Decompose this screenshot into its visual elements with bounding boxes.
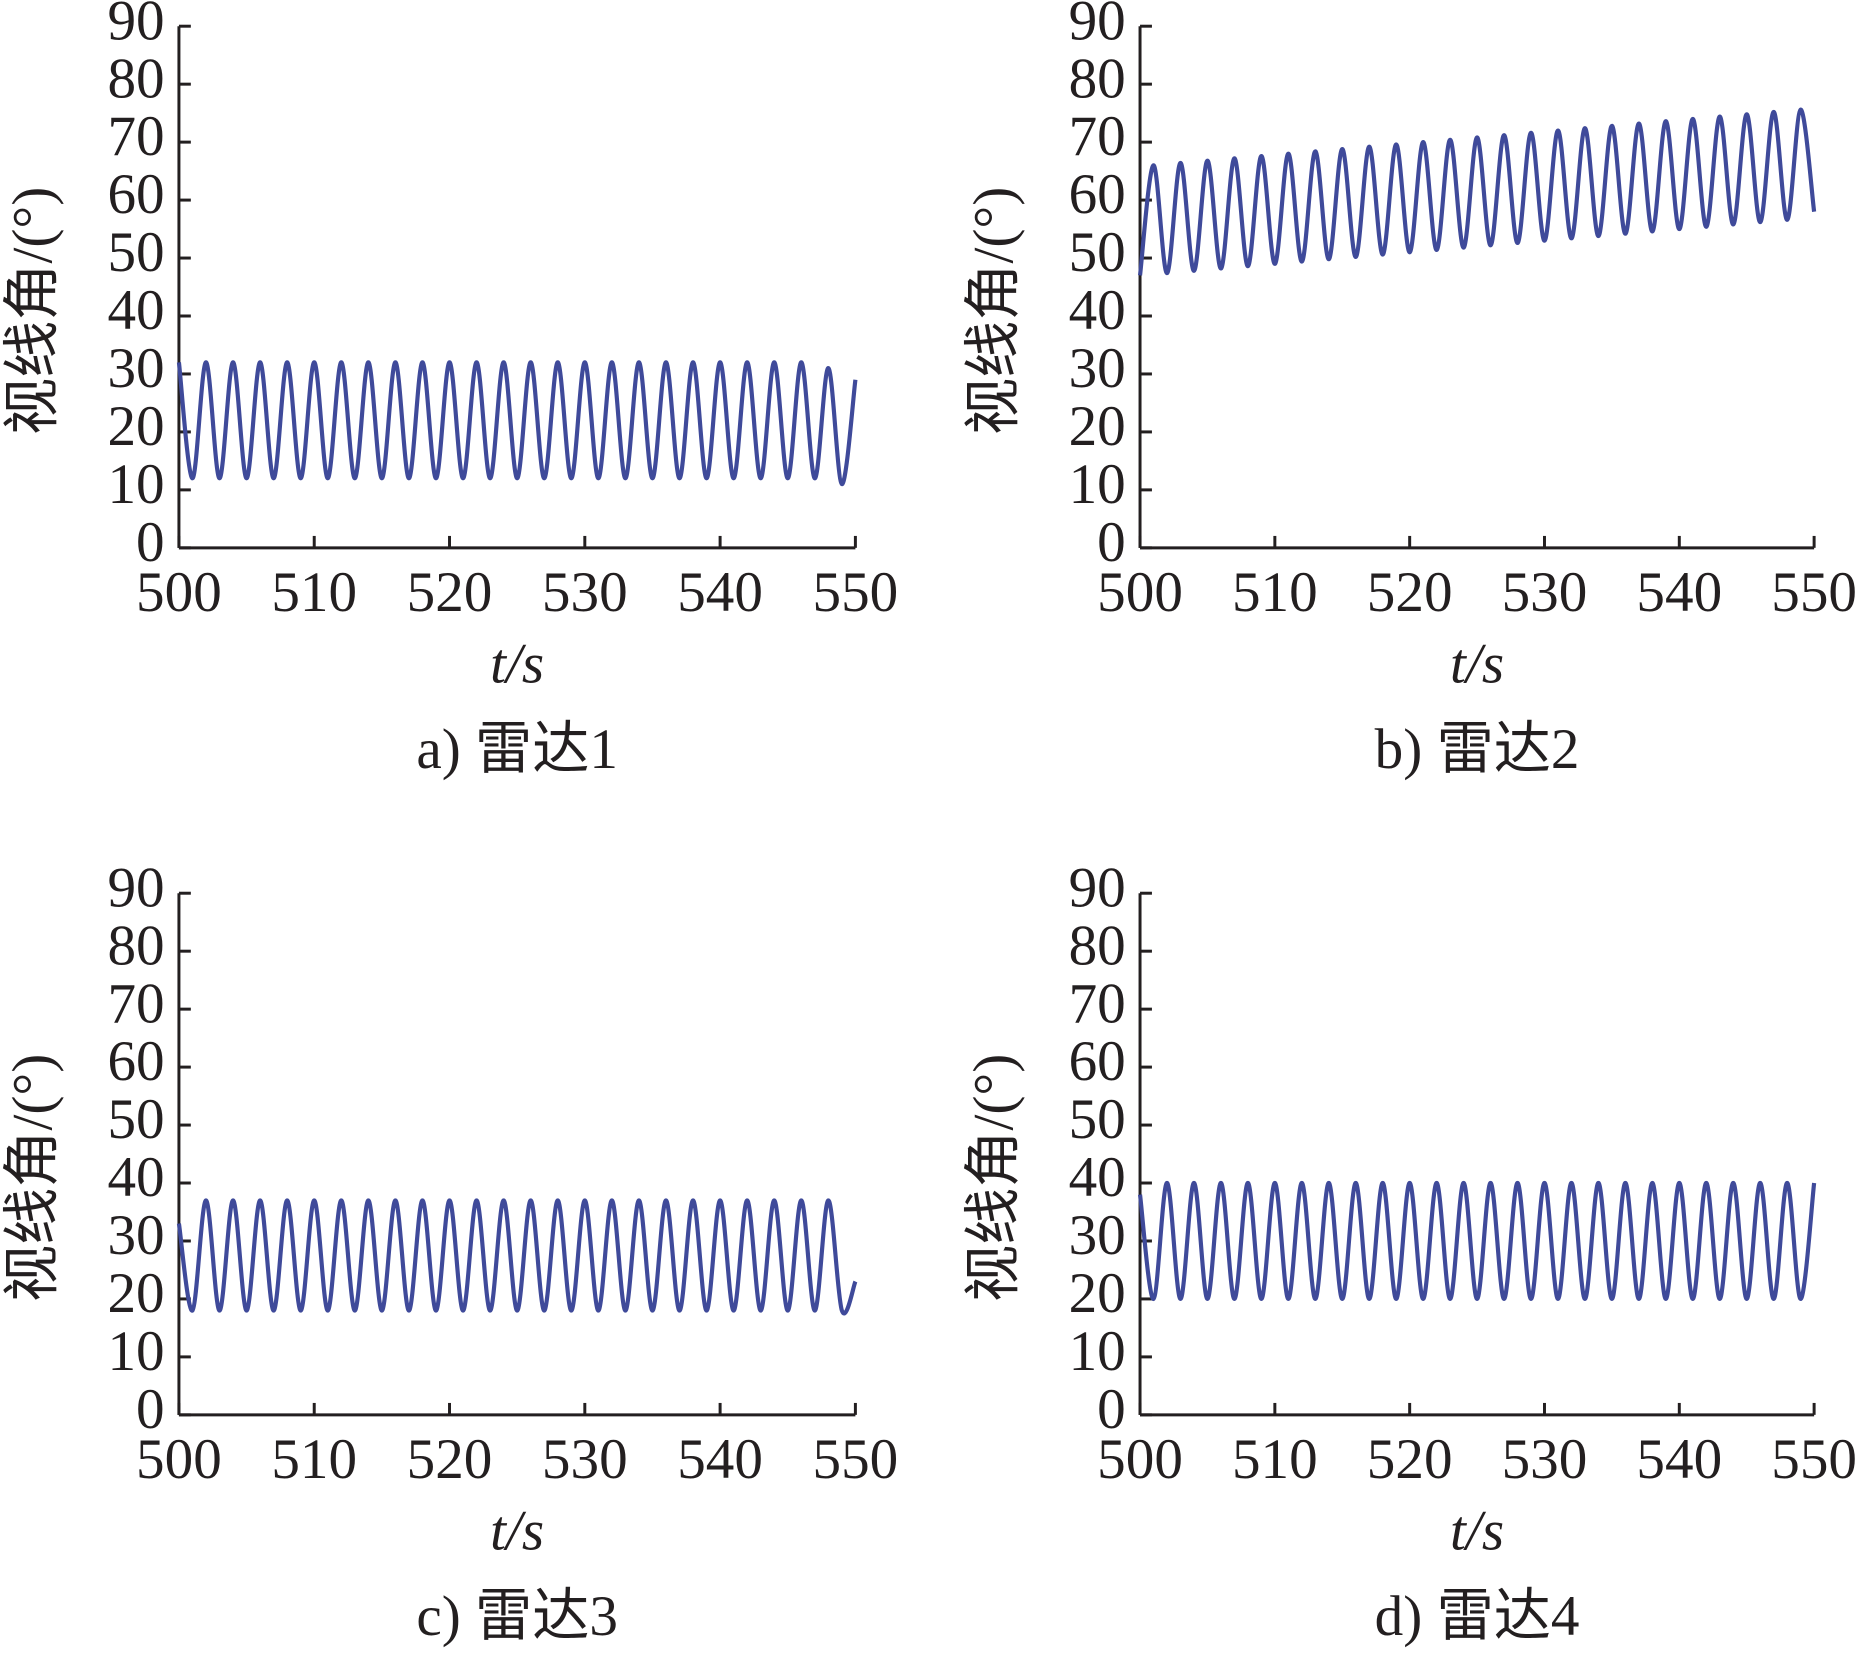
- x-tick-label: 500: [136, 561, 222, 624]
- y-tick-label: 0: [136, 511, 165, 574]
- x-tick-label: 550: [1771, 1428, 1857, 1491]
- x-tick-label: 550: [813, 561, 899, 624]
- y-tick-label: 70: [1069, 972, 1126, 1035]
- x-tick-label: 510: [271, 561, 357, 624]
- x-tick-label: 550: [813, 1428, 899, 1491]
- x-axis-label: t/s: [1450, 1499, 1504, 1562]
- y-tick-label: 70: [107, 972, 164, 1035]
- y-tick-label: 10: [107, 453, 164, 516]
- y-tick-label: 90: [107, 856, 164, 919]
- y-tick-label: 70: [1069, 105, 1126, 168]
- y-tick-label: 30: [107, 337, 164, 400]
- y-tick-label: 30: [107, 1204, 164, 1267]
- x-axis-label: t/s: [1450, 632, 1504, 695]
- y-tick-label: 30: [1069, 1204, 1126, 1267]
- x-tick-label: 520: [1367, 561, 1453, 624]
- x-tick-label: 550: [1771, 561, 1857, 624]
- x-axis-label: t/s: [490, 1499, 544, 1562]
- x-tick-label: 500: [136, 1428, 222, 1491]
- y-tick-label: 0: [1097, 511, 1126, 574]
- y-axis-label: 视线角/(°): [2, 1054, 65, 1302]
- data-line: [176, 1198, 858, 1316]
- y-tick-label: 60: [1069, 163, 1126, 226]
- y-tick-label: 50: [1069, 221, 1126, 284]
- y-tick-label: 10: [107, 1320, 164, 1383]
- y-tick-label: 40: [107, 1146, 164, 1209]
- x-tick-label: 530: [1502, 1428, 1588, 1491]
- y-tick-label: 40: [107, 279, 164, 342]
- x-tick-label: 500: [1097, 561, 1183, 624]
- x-tick-label: 530: [1502, 561, 1588, 624]
- caption: b) 雷达2: [1375, 718, 1580, 781]
- y-axis-label: 视线角/(°): [963, 1054, 1026, 1302]
- y-tick-label: 20: [107, 1262, 164, 1325]
- y-tick-label: 80: [107, 914, 164, 977]
- caption: d) 雷达4: [1375, 1585, 1580, 1648]
- y-tick-label: 20: [1069, 1262, 1126, 1325]
- y-tick-label: 50: [1069, 1088, 1126, 1151]
- y-tick-label: 90: [1069, 0, 1126, 52]
- x-tick-label: 510: [271, 1428, 357, 1491]
- y-tick-label: 80: [107, 47, 164, 110]
- x-axis-label: t/s: [490, 632, 544, 695]
- x-tick-label: 540: [1636, 1428, 1722, 1491]
- x-tick-label: 500: [1097, 1428, 1183, 1491]
- x-tick-label: 510: [1232, 561, 1318, 624]
- y-tick-label: 80: [1069, 914, 1126, 977]
- y-tick-label: 60: [107, 163, 164, 226]
- y-tick-label: 90: [107, 0, 164, 52]
- x-tick-label: 530: [542, 561, 628, 624]
- y-tick-label: 70: [107, 105, 164, 168]
- y-tick-label: 40: [1069, 279, 1126, 342]
- caption: c) 雷达3: [416, 1585, 618, 1648]
- y-tick-label: 0: [136, 1378, 165, 1441]
- y-tick-label: 30: [1069, 337, 1126, 400]
- y-tick-label: 10: [1069, 453, 1126, 516]
- data-line: [1137, 107, 1817, 276]
- y-tick-label: 40: [1069, 1146, 1126, 1209]
- y-tick-label: 20: [1069, 395, 1126, 458]
- y-tick-label: 20: [107, 395, 164, 458]
- x-tick-label: 520: [407, 561, 493, 624]
- y-tick-label: 90: [1069, 856, 1126, 919]
- y-tick-label: 60: [107, 1030, 164, 1093]
- data-line: [176, 360, 858, 487]
- y-axis-label: 视线角/(°): [2, 187, 65, 435]
- y-tick-label: 0: [1097, 1378, 1126, 1441]
- x-tick-label: 540: [1636, 561, 1722, 624]
- y-tick-label: 50: [107, 1088, 164, 1151]
- x-tick-label: 540: [677, 1428, 763, 1491]
- x-tick-label: 520: [1367, 1428, 1453, 1491]
- caption: a) 雷达1: [416, 718, 618, 781]
- y-tick-label: 50: [107, 221, 164, 284]
- data-line: [1137, 1180, 1817, 1302]
- y-tick-label: 80: [1069, 47, 1126, 110]
- x-tick-label: 530: [542, 1428, 628, 1491]
- y-tick-label: 10: [1069, 1320, 1126, 1383]
- x-tick-label: 520: [407, 1428, 493, 1491]
- y-tick-label: 60: [1069, 1030, 1126, 1093]
- x-tick-label: 540: [677, 561, 763, 624]
- y-axis-label: 视线角/(°): [963, 187, 1026, 435]
- x-tick-label: 510: [1232, 1428, 1318, 1491]
